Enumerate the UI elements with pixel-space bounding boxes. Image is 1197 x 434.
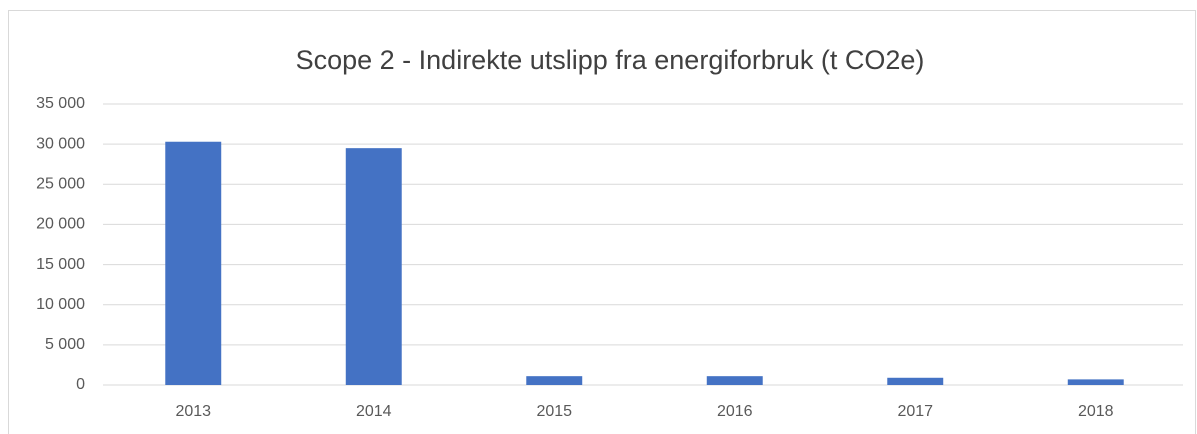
y-tick-label: 5 000 [45,336,85,353]
y-tick-label: 25 000 [36,176,85,193]
x-tick-label: 2015 [536,403,572,420]
bar [526,376,583,385]
x-tick-label: 2014 [356,403,392,420]
x-tick-label: 2013 [175,403,211,420]
bar [706,376,763,385]
bar [887,377,944,385]
chart-title: Scope 2 - Indirekte utslipp fra energifo… [296,45,925,75]
y-tick-label: 10 000 [36,296,85,313]
y-tick-label: 35 000 [36,95,85,112]
x-tick-label: 2018 [1078,403,1114,420]
y-tick-label: 30 000 [36,135,85,152]
y-tick-label: 0 [76,376,85,393]
y-tick-label: 15 000 [36,256,85,273]
x-tick-label: 2017 [897,403,933,420]
bar [1067,379,1124,385]
y-tick-label: 20 000 [36,216,85,233]
x-tick-label: 2016 [717,403,753,420]
bar [165,141,222,385]
bar [345,148,402,385]
